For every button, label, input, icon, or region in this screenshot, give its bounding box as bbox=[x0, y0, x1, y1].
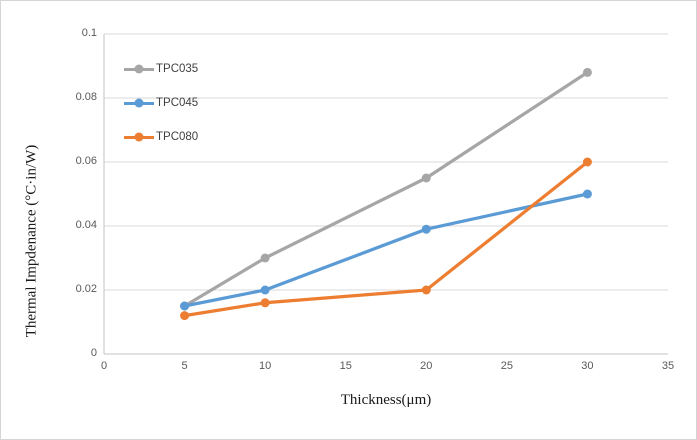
legend-label: TPC080 bbox=[156, 131, 199, 143]
data-point-tpc080 bbox=[260, 298, 270, 308]
data-point-tpc035 bbox=[260, 253, 270, 263]
series-line-tpc045 bbox=[182, 192, 590, 308]
legend-item-tpc045: TPC045 bbox=[124, 86, 198, 120]
x-axis-title: Thickness(μm) bbox=[340, 392, 432, 408]
y-tick-label: 0.02 bbox=[75, 283, 97, 295]
legend-dot-icon bbox=[134, 64, 144, 74]
data-point-tpc080 bbox=[421, 285, 431, 295]
data-point-tpc045 bbox=[260, 285, 270, 295]
x-tick-label: 30 bbox=[581, 360, 594, 372]
legend-dot-icon bbox=[134, 132, 144, 142]
x-tick-label: 15 bbox=[339, 360, 352, 372]
legend-line-marker-icon bbox=[124, 98, 154, 108]
legend-line-marker-icon bbox=[124, 64, 154, 74]
data-point-tpc080 bbox=[180, 311, 190, 321]
legend-item-tpc080: TPC080 bbox=[124, 120, 198, 154]
x-tick-label: 25 bbox=[500, 360, 513, 372]
legend-label: TPC045 bbox=[156, 97, 199, 109]
y-axis-title: Thermal Impdenance (°C·in/W) bbox=[23, 144, 40, 338]
data-point-tpc035 bbox=[582, 67, 592, 77]
y-tick-label: 0.1 bbox=[81, 27, 97, 39]
series-line-tpc080 bbox=[182, 160, 590, 318]
legend: TPC035 TPC045 TPC080 bbox=[124, 52, 198, 154]
y-tick-label: 0 bbox=[90, 347, 97, 359]
data-point-tpc035 bbox=[421, 173, 431, 183]
y-tick-label: 0.06 bbox=[75, 155, 97, 167]
series-line-tpc035 bbox=[182, 70, 590, 308]
legend-dot-icon bbox=[134, 98, 144, 108]
x-tick-label: 0 bbox=[100, 360, 108, 372]
legend-item-tpc035: TPC035 bbox=[124, 52, 198, 86]
legend-line-marker-icon bbox=[124, 132, 154, 142]
legend-label: TPC035 bbox=[156, 63, 199, 75]
x-tick-label: 10 bbox=[259, 360, 272, 372]
data-point-tpc045 bbox=[582, 189, 592, 199]
data-point-tpc045 bbox=[421, 224, 431, 234]
data-point-tpc080 bbox=[582, 157, 592, 167]
x-tick-label: 5 bbox=[181, 360, 188, 372]
y-tick-label: 0.08 bbox=[75, 91, 97, 103]
y-tick-label: 0.04 bbox=[75, 219, 97, 231]
data-point-tpc045 bbox=[180, 301, 190, 311]
x-tick-label: 20 bbox=[420, 360, 433, 372]
x-tick-label: 35 bbox=[661, 360, 675, 372]
